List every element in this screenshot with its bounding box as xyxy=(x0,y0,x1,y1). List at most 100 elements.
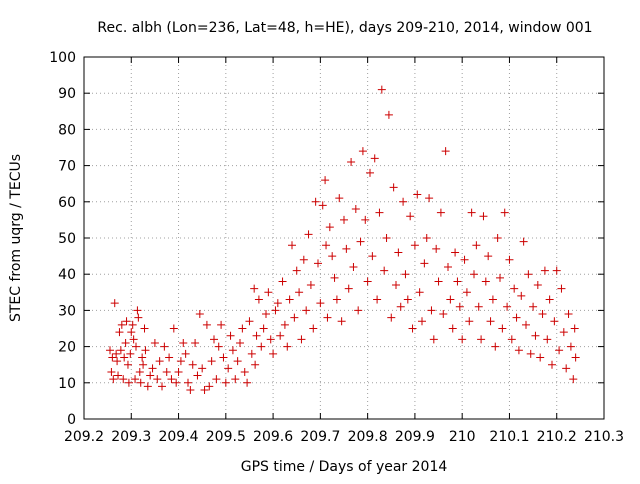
data-point xyxy=(363,277,372,286)
data-point xyxy=(210,335,218,344)
data-point xyxy=(273,299,282,308)
data-point xyxy=(380,266,389,275)
data-point xyxy=(318,201,327,210)
data-point xyxy=(188,360,197,369)
data-point xyxy=(160,342,169,351)
data-point xyxy=(254,295,263,304)
data-point xyxy=(524,270,533,279)
data-point xyxy=(245,317,254,326)
x-tick-label: 209.3 xyxy=(111,429,151,445)
data-point xyxy=(174,367,183,376)
data-point xyxy=(444,262,452,271)
data-point xyxy=(138,353,147,362)
y-tick-label: 100 xyxy=(49,50,76,66)
data-point xyxy=(519,237,528,246)
x-tick-label: 209.9 xyxy=(395,429,435,445)
data-point xyxy=(306,281,315,290)
data-point xyxy=(110,299,119,308)
data-point xyxy=(420,259,429,268)
data-point xyxy=(236,338,244,347)
data-point xyxy=(316,299,325,308)
data-point xyxy=(384,110,393,119)
data-point xyxy=(106,346,114,355)
data-point xyxy=(202,320,211,329)
data-point xyxy=(552,266,561,275)
data-point xyxy=(479,212,488,221)
data-point xyxy=(538,310,547,319)
data-point xyxy=(129,335,138,344)
data-point xyxy=(545,295,554,304)
data-point xyxy=(396,302,405,311)
data-point xyxy=(543,335,552,344)
data-point xyxy=(382,234,391,242)
data-point xyxy=(526,349,535,358)
data-point xyxy=(503,302,512,311)
data-point xyxy=(321,176,330,185)
data-point xyxy=(280,320,289,329)
data-point xyxy=(410,241,419,250)
data-point xyxy=(512,313,521,322)
data-point xyxy=(288,241,296,250)
data-point xyxy=(474,302,483,311)
data-point xyxy=(269,349,278,358)
data-point xyxy=(136,378,145,387)
data-point xyxy=(436,208,445,217)
data-point xyxy=(155,357,164,366)
data-point xyxy=(413,190,422,199)
data-point xyxy=(540,266,549,275)
data-point xyxy=(493,234,502,242)
data-point xyxy=(231,375,240,384)
grid xyxy=(84,57,604,419)
data-point xyxy=(458,335,467,344)
data-point xyxy=(285,295,294,304)
data-point xyxy=(354,306,363,315)
data-point xyxy=(562,364,571,373)
data-point xyxy=(148,364,157,373)
data-point xyxy=(257,342,266,351)
data-point xyxy=(250,284,259,293)
data-point xyxy=(224,364,233,373)
data-point xyxy=(330,273,339,282)
data-point xyxy=(481,277,490,286)
data-point xyxy=(375,208,384,217)
x-tick-label: 210.2 xyxy=(537,429,577,445)
data-point xyxy=(406,212,415,221)
data-point xyxy=(566,342,575,351)
data-point xyxy=(165,353,174,362)
data-point xyxy=(470,270,478,279)
data-point xyxy=(448,324,457,333)
data-point xyxy=(120,353,129,362)
data-point xyxy=(141,346,150,355)
data-point xyxy=(368,252,377,261)
y-axis-label: STEC from uqrg / TECUs xyxy=(8,154,24,322)
data-point xyxy=(117,320,126,329)
data-point xyxy=(146,371,155,380)
data-point xyxy=(427,306,436,315)
x-tick-label: 210 xyxy=(449,429,476,445)
x-tick-label: 209.6 xyxy=(253,429,293,445)
data-point xyxy=(403,295,412,304)
data-point xyxy=(465,317,474,326)
data-point xyxy=(422,234,431,242)
data-point xyxy=(115,328,124,337)
data-point xyxy=(243,378,252,387)
data-point xyxy=(264,288,273,297)
data-point xyxy=(143,382,152,391)
data-point xyxy=(186,386,195,395)
y-tick-label: 0 xyxy=(67,412,76,428)
data-point xyxy=(340,215,348,224)
data-point xyxy=(446,295,455,304)
data-point xyxy=(150,338,159,347)
y-tick-label: 50 xyxy=(58,231,76,247)
data-point xyxy=(536,353,545,362)
data-point xyxy=(128,320,137,329)
data-point xyxy=(344,284,353,293)
data-point xyxy=(569,375,578,384)
data-point xyxy=(259,324,268,333)
data-point xyxy=(328,252,337,261)
data-point xyxy=(133,306,142,315)
data-point xyxy=(205,382,214,391)
data-point xyxy=(498,324,507,333)
